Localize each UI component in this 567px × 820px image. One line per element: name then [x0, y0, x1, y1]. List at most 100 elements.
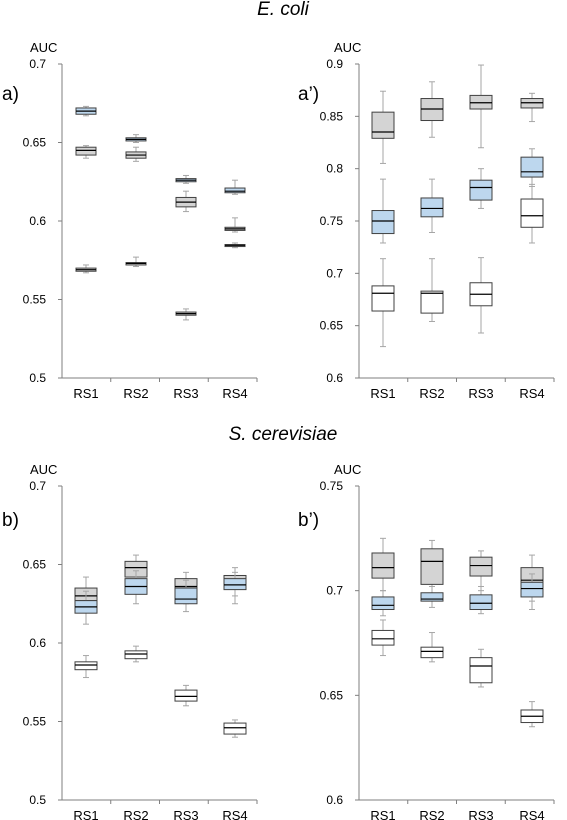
x-tick-label: RS4	[222, 808, 247, 820]
box-plot	[420, 81, 444, 138]
panel-label: a’)	[298, 84, 319, 105]
x-tick-label: RS3	[468, 808, 493, 820]
box-plot	[175, 174, 197, 184]
box-plot	[175, 190, 197, 213]
box-body	[469, 657, 493, 684]
box-body	[420, 290, 444, 314]
box-body	[420, 197, 444, 218]
box-body	[420, 592, 444, 602]
y-tick-label: 0.7	[29, 479, 46, 493]
box-plot	[124, 570, 148, 605]
section-title-ecoli: E. coli	[257, 0, 310, 20]
box-body	[469, 179, 493, 201]
x-tick-label: RS4	[222, 386, 247, 401]
y-tick-label: 0.7	[326, 584, 343, 598]
box-plot	[174, 684, 198, 707]
box-plot	[125, 134, 147, 143]
y-tick-label: 0.6	[326, 793, 343, 807]
box-plot	[174, 579, 198, 613]
box-plot	[224, 242, 246, 249]
y-tick-label: 0.55	[23, 715, 47, 729]
box-body	[74, 661, 98, 671]
x-tick-label: RS3	[173, 386, 198, 401]
y-tick-label: 0.65	[320, 688, 344, 702]
box-plot	[371, 90, 395, 164]
box-plot	[223, 571, 247, 597]
box-body	[371, 285, 395, 312]
box-plot	[520, 183, 544, 244]
box-plot	[469, 168, 493, 209]
box-plot	[469, 64, 493, 149]
x-tick-label: RS1	[73, 386, 98, 401]
x-tick-label: RS2	[123, 386, 148, 401]
box-body	[420, 646, 444, 659]
box-body	[371, 596, 395, 611]
y-axis-label: AUC	[334, 40, 361, 55]
box-plot	[420, 632, 444, 663]
y-tick-label: 0.55	[23, 293, 47, 307]
box-plot	[469, 257, 493, 334]
box-plot	[520, 701, 544, 728]
y-tick-label: 0.6	[29, 214, 46, 228]
y-tick-label: 0.85	[320, 109, 344, 123]
box-body	[224, 187, 246, 194]
box-plot	[74, 655, 98, 679]
y-tick-label: 0.6	[326, 371, 343, 385]
box-body	[174, 689, 198, 702]
box-plot	[469, 648, 493, 688]
box-plot	[371, 178, 395, 244]
box-plot	[520, 92, 544, 123]
x-tick-label: RS4	[519, 386, 544, 401]
box-body	[174, 587, 198, 605]
box-plot	[420, 585, 444, 608]
x-tick-label: RS1	[370, 386, 395, 401]
x-tick-label: RS3	[468, 386, 493, 401]
box-plot	[75, 145, 97, 159]
panel-label: b’)	[298, 510, 319, 531]
box-body	[223, 578, 247, 591]
box-plot	[223, 719, 247, 738]
box-body	[520, 581, 544, 598]
box-plot	[75, 105, 97, 117]
x-tick-label: RS1	[73, 808, 98, 820]
x-tick-label: RS2	[419, 386, 444, 401]
y-axis-label: AUC	[30, 40, 57, 55]
section-title-scerevisiae: S. cerevisiae	[229, 424, 338, 445]
box-body	[420, 548, 444, 585]
box-body	[520, 156, 544, 178]
box-body	[520, 198, 544, 228]
y-axis-label: AUC	[334, 462, 361, 477]
box-plot	[520, 573, 544, 611]
box-plot	[469, 550, 493, 592]
box-body	[371, 629, 395, 646]
x-tick-label: RS1	[370, 808, 395, 820]
y-tick-label: 0.75	[320, 214, 344, 228]
box-plot	[520, 148, 544, 187]
y-tick-label: 0.8	[326, 162, 343, 176]
box-plot	[74, 590, 98, 625]
y-tick-label: 0.7	[326, 266, 343, 280]
chart-panels: a) AUC 0.5 0.55 0.6 0.65 0.7 RS1 RS2 RS3 RS4 a’) AUC…	[2, 40, 555, 820]
box-plot	[371, 258, 395, 348]
y-tick-label: 0.65	[23, 136, 47, 150]
box-body	[371, 552, 395, 579]
panel-label: a)	[2, 84, 19, 105]
y-tick-label: 0.75	[320, 479, 344, 493]
box-plot	[469, 585, 493, 615]
y-tick-label: 0.65	[320, 319, 344, 333]
chart-panel: b) AUC 0.5 0.55 0.6 0.65 0.7 RS1 RS2 RS3 RS4	[2, 462, 258, 820]
box-plot	[420, 258, 444, 322]
x-tick-label: RS2	[419, 808, 444, 820]
y-tick-label: 0.5	[29, 371, 46, 385]
y-tick-label: 0.65	[23, 558, 47, 572]
box-body	[124, 650, 148, 660]
chart-panel: a’) AUC 0.6 0.65 0.7 0.75 0.8 0.85 0.9 RS1 RS2 RS3 R…	[298, 40, 555, 401]
box-plot	[124, 645, 148, 663]
box-plot	[371, 619, 395, 657]
y-axis-label: AUC	[30, 462, 57, 477]
chart-panel: b’) AUC 0.6 0.65 0.7 0.75 RS1 RS2 RS3 RS4	[298, 462, 555, 820]
y-tick-label: 0.9	[326, 57, 343, 71]
box-plot	[125, 256, 147, 268]
panel-label: b)	[2, 510, 19, 531]
